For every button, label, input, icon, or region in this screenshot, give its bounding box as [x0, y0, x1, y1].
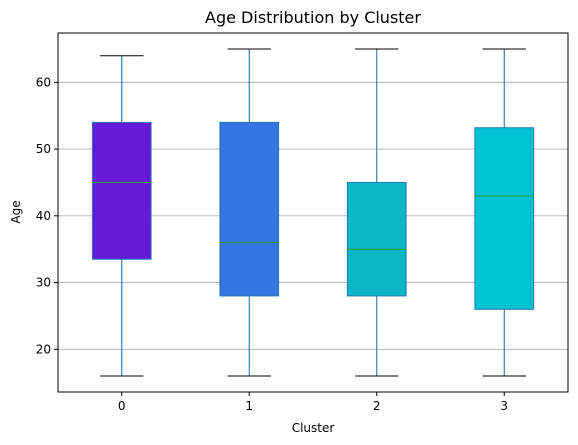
y-axis: 20 30 40 50 60 [36, 75, 58, 356]
x-tick-label: 1 [245, 399, 253, 413]
box-cluster-1 [219, 48, 280, 377]
chart-title: Age Distribution by Cluster [205, 8, 421, 27]
x-tick-label: 2 [373, 399, 381, 413]
y-tick-label: 30 [36, 276, 51, 290]
box-cluster-2 [346, 48, 407, 377]
box-cluster-0 [91, 55, 152, 377]
y-tick-label: 40 [36, 209, 51, 223]
x-tick-label: 0 [118, 399, 126, 413]
iqr-box [91, 121, 152, 260]
iqr-box [474, 127, 535, 310]
y-tick-label: 20 [36, 342, 51, 356]
iqr-box [346, 181, 407, 297]
x-axis: 0 1 2 3 [118, 392, 508, 413]
y-tick-label: 50 [36, 142, 51, 156]
iqr-box [219, 121, 280, 297]
box-cluster-3 [474, 48, 535, 377]
x-tick-label: 3 [500, 399, 508, 413]
plot-frame [57, 32, 569, 393]
x-axis-label: Cluster [292, 421, 335, 435]
box-plots [91, 48, 535, 377]
y-tick-label: 60 [36, 75, 51, 89]
y-axis-label: Age [9, 200, 23, 223]
